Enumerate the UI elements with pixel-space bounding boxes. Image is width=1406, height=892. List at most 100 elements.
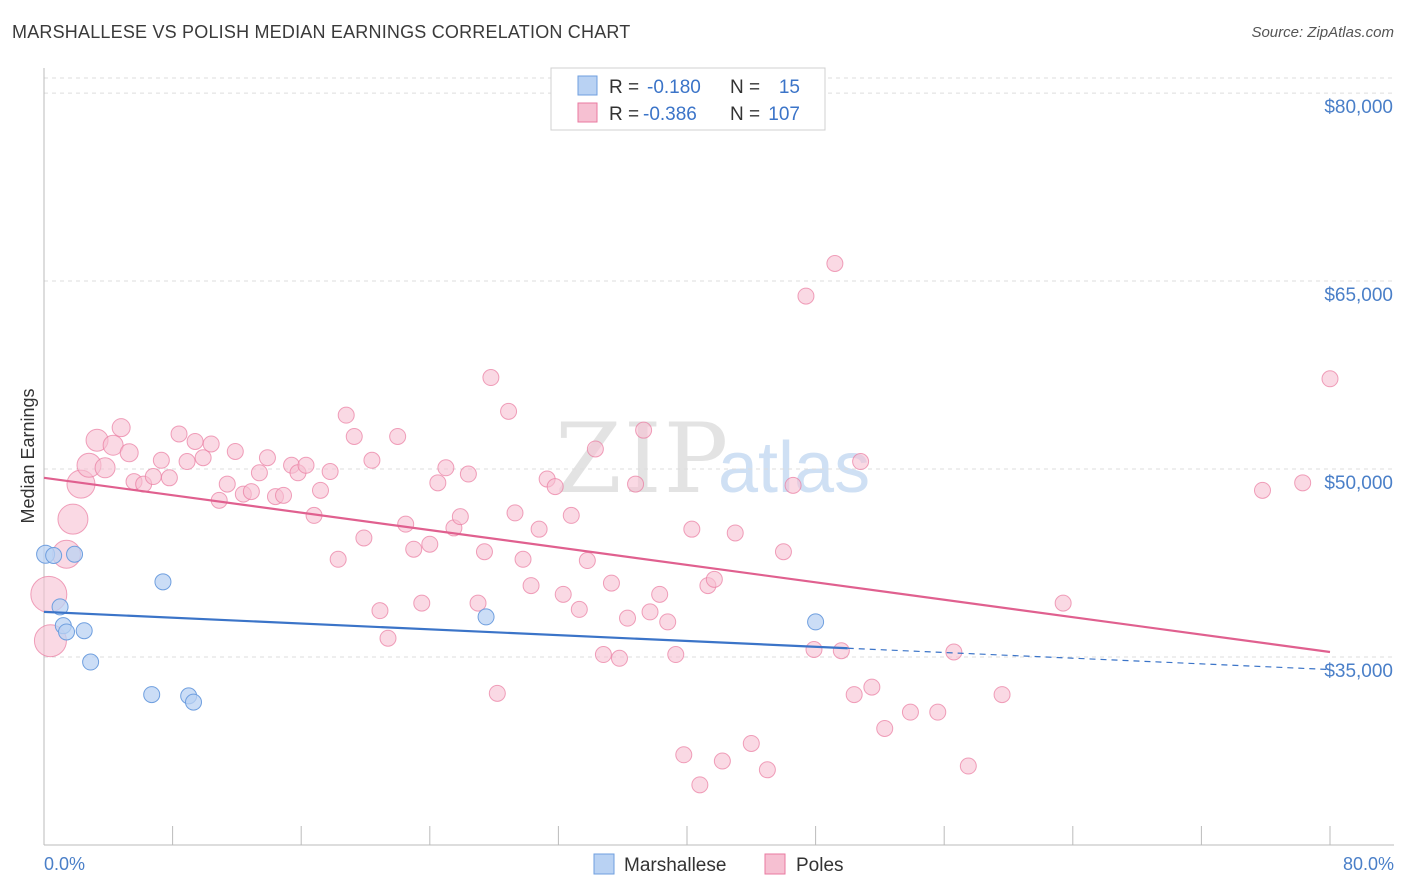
y-tick-label: $35,000 — [1324, 661, 1393, 682]
marshallese-point — [66, 545, 84, 563]
poles-point — [683, 520, 701, 538]
poles-point — [218, 475, 236, 493]
poles-point — [863, 678, 881, 696]
watermark-atlas: atlas — [718, 428, 870, 508]
poles-point — [242, 483, 260, 501]
legend-r-label-1: R = — [609, 77, 639, 98]
poles-point — [554, 585, 572, 603]
watermark-zip: ZIP — [555, 403, 730, 515]
x-tick-marks — [43, 826, 1331, 845]
poles-point — [929, 703, 947, 721]
legend-r-value-2: -0.386 — [643, 104, 697, 125]
poles-point — [144, 468, 162, 486]
poles-point — [570, 600, 588, 618]
y-tick-labels: $35,000 $50,000 $65,000 $80,000 — [1324, 97, 1393, 682]
legend-r-value-1: -0.180 — [647, 77, 701, 98]
poles-point — [363, 451, 381, 469]
poles-point — [482, 369, 500, 387]
y-tick-label: $65,000 — [1324, 285, 1393, 306]
poles-point — [186, 432, 204, 450]
poles-point — [594, 646, 612, 664]
poles-point — [627, 475, 645, 493]
poles-point — [202, 435, 220, 453]
source-label: Source: ZipAtlas.com — [1251, 24, 1394, 41]
x-tick-label-max: 80.0% — [1343, 854, 1394, 874]
poles-point — [429, 474, 447, 492]
y-tick-label: $50,000 — [1324, 473, 1393, 494]
bottom-legend: Marshallese Poles — [593, 853, 844, 876]
poles-point — [691, 776, 709, 794]
poles-point — [119, 443, 139, 463]
poles-point — [329, 550, 347, 568]
poles-point — [451, 508, 469, 526]
poles-point — [852, 453, 870, 471]
marshallese-point — [184, 693, 202, 711]
poles-point — [469, 594, 487, 612]
poles-point — [500, 402, 518, 420]
poles-point — [586, 440, 604, 458]
poles-point — [610, 649, 628, 667]
poles-point — [1321, 370, 1339, 388]
poles-point — [226, 442, 244, 460]
poles-point — [275, 486, 293, 504]
poles-point — [959, 757, 977, 775]
marshallese-trend-extension — [847, 647, 1331, 671]
marshallese-point — [45, 547, 63, 565]
poles-point — [178, 453, 196, 471]
y-axis-title: Median Earnings — [18, 388, 38, 523]
poles-point — [651, 585, 669, 603]
legend-r-label-2: R = — [609, 104, 639, 125]
poles-point — [876, 719, 894, 737]
bottom-legend-marshallese: Marshallese — [624, 855, 726, 876]
poles-point — [475, 543, 493, 561]
poles-trend-line — [43, 476, 1331, 654]
poles-point — [311, 481, 329, 499]
poles-point — [713, 752, 731, 770]
poles-point — [742, 734, 760, 752]
poles-point — [901, 703, 919, 721]
legend-n-label-1: N = — [730, 77, 760, 98]
poles-point — [578, 552, 596, 570]
poles-point — [826, 255, 844, 273]
marshallese-point — [807, 613, 825, 631]
poles-point — [371, 602, 389, 620]
poles-point — [1294, 474, 1312, 492]
marshallese-point — [143, 686, 161, 704]
poles-point — [258, 449, 276, 467]
poles-point — [488, 684, 506, 702]
legend-n-value-2: 107 — [768, 104, 800, 125]
poles-point — [506, 504, 524, 522]
poles-point — [337, 406, 355, 424]
poles-point — [832, 642, 850, 660]
marshallese-point — [51, 598, 69, 616]
poles-point — [845, 686, 863, 704]
bottom-legend-swatch-poles — [764, 853, 786, 875]
poles-point — [459, 465, 477, 483]
poles-point — [726, 524, 744, 542]
poles-point — [1253, 481, 1271, 499]
poles-point — [562, 506, 580, 524]
poles-point — [170, 425, 188, 443]
marshallese-point — [58, 623, 76, 641]
poles-point — [297, 456, 315, 474]
chart-title: MARSHALLESE VS POLISH MEDIAN EARNINGS CO… — [12, 22, 631, 42]
poles-point — [321, 463, 339, 481]
poles-point — [397, 515, 415, 533]
poles-point — [102, 434, 124, 456]
poles-point — [389, 427, 407, 445]
poles-point — [546, 478, 564, 496]
poles-point — [355, 529, 373, 547]
poles-point — [345, 427, 363, 445]
bottom-legend-poles: Poles — [796, 855, 844, 876]
marshallese-trend-line — [43, 610, 848, 650]
poles-point — [94, 457, 116, 479]
poles-point — [421, 535, 439, 553]
legend-swatch-poles — [577, 102, 598, 123]
legend-swatch-marshallese — [577, 75, 598, 96]
poles-point — [160, 469, 178, 487]
poles-point — [641, 603, 659, 621]
poles-point — [675, 746, 693, 764]
marshallese-point — [154, 573, 172, 591]
poles-point — [774, 543, 792, 561]
poles-point — [250, 464, 268, 482]
